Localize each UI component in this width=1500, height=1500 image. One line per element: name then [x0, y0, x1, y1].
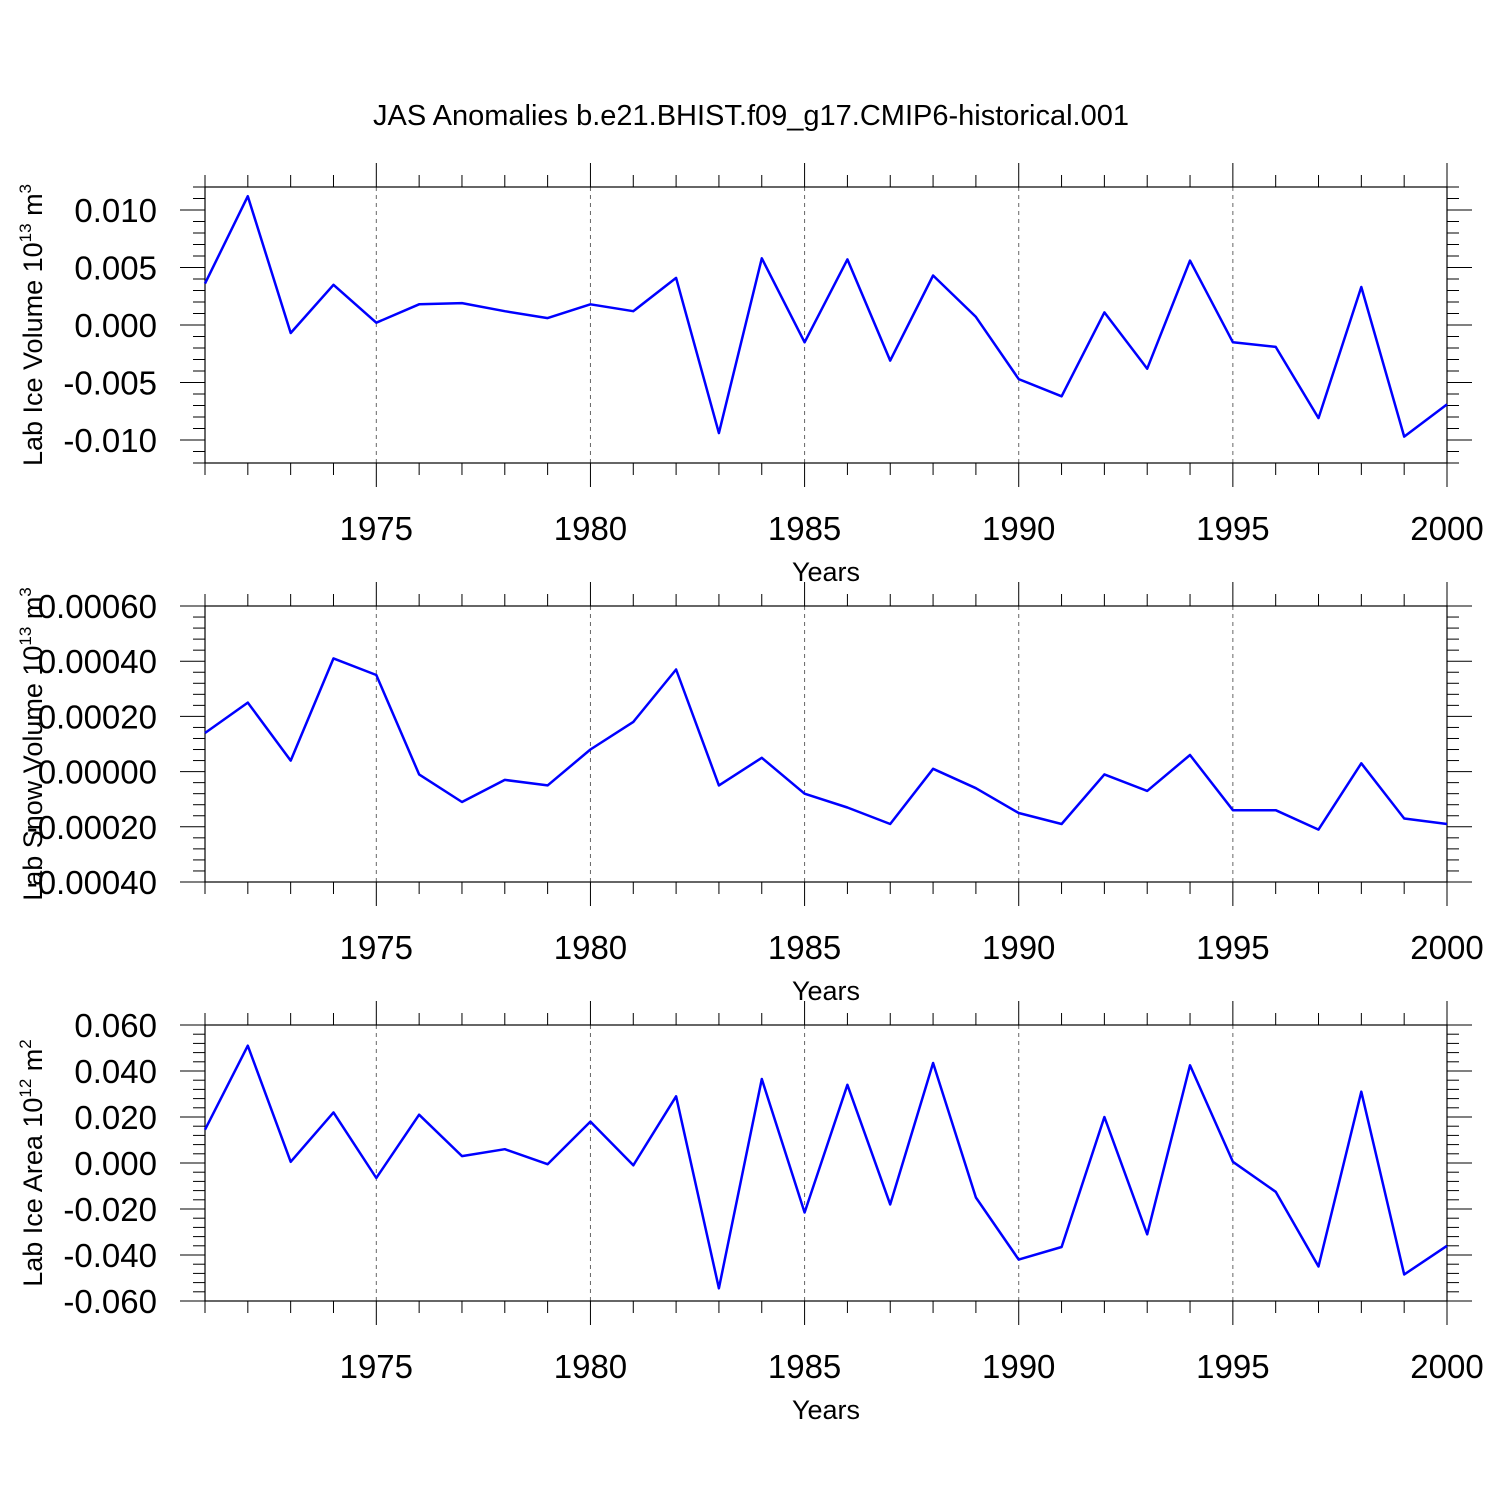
y-axis-label: Lab Ice Volume 1013 m3	[16, 184, 48, 466]
y-tick-label: 0.00020	[38, 698, 157, 735]
x-tick-label: 1995	[1196, 929, 1269, 966]
x-tick-label: 1990	[982, 510, 1055, 547]
x-tick-label: 1980	[554, 1348, 627, 1385]
y-tick-label: -0.00020	[27, 809, 157, 846]
y-tick-label: -0.005	[63, 365, 157, 402]
y-tick-label: -0.040	[63, 1237, 157, 1274]
x-tick-label: 1975	[340, 510, 413, 547]
y-tick-label: -0.060	[63, 1283, 157, 1320]
y-axis-label: Lab Ice Area 1012 m2	[16, 1039, 48, 1287]
x-tick-label: 1975	[340, 1348, 413, 1385]
y-tick-label: 0.00060	[38, 588, 157, 625]
series-line	[204, 657, 1448, 831]
y-tick-label: -0.00040	[27, 864, 157, 901]
x-axis-label: Years	[792, 1395, 860, 1425]
y-tick-label: 0.000	[74, 1145, 157, 1182]
chart-panel-1: -0.010 -0.005 0.000 0.005 0.010 1975 1980 1985 1…	[16, 163, 1484, 587]
x-tick-label: 1980	[554, 510, 627, 547]
chart-panels: -0.010 -0.005 0.000 0.005 0.010 1975 1980 1985 1…	[16, 163, 1484, 1425]
y-axis-label: Lab Snow Volume 1013 m3	[16, 587, 48, 901]
y-tick-label: -0.020	[63, 1191, 157, 1228]
x-tick-label: 1990	[982, 1348, 1055, 1385]
y-tick-label: 0.005	[74, 250, 157, 287]
y-tick-label: 0.010	[74, 192, 157, 229]
y-tick-label: -0.010	[63, 422, 157, 459]
x-tick-label: 2000	[1410, 929, 1483, 966]
series-line	[203, 1044, 1448, 1290]
plot-frame	[204, 605, 1448, 883]
y-tick-label: 0.00040	[38, 643, 157, 680]
series-line	[203, 194, 1448, 438]
x-axis-label: Years	[792, 557, 860, 587]
y-tick-label: 0.00000	[38, 754, 157, 791]
x-tick-label: 1990	[982, 929, 1055, 966]
x-tick-label: 1995	[1196, 1348, 1269, 1385]
y-tick-label: 0.020	[74, 1099, 157, 1136]
chart-panel-2: -0.00040 -0.00020 0.00000 0.00020 0.00040 0.0…	[16, 582, 1484, 1006]
x-tick-label: 1980	[554, 929, 627, 966]
x-tick-label: 1985	[768, 929, 841, 966]
y-tick-label: 0.040	[74, 1053, 157, 1090]
x-tick-label: 2000	[1410, 510, 1483, 547]
x-tick-label: 1985	[768, 510, 841, 547]
x-axis-label: Years	[792, 976, 860, 1006]
figure-title: JAS Anomalies b.e21.BHIST.f09_g17.CMIP6-…	[373, 100, 1129, 132]
x-tick-label: 1995	[1196, 510, 1269, 547]
x-tick-label: 1985	[768, 1348, 841, 1385]
x-tick-label: 1975	[340, 929, 413, 966]
x-tick-label: 2000	[1410, 1348, 1483, 1385]
y-tick-label: 0.060	[74, 1007, 157, 1044]
y-tick-label: 0.000	[74, 307, 157, 344]
chart-panel-3: -0.060 -0.040 -0.020 0.000 0.020 0.040 0.060 19…	[16, 1001, 1484, 1425]
